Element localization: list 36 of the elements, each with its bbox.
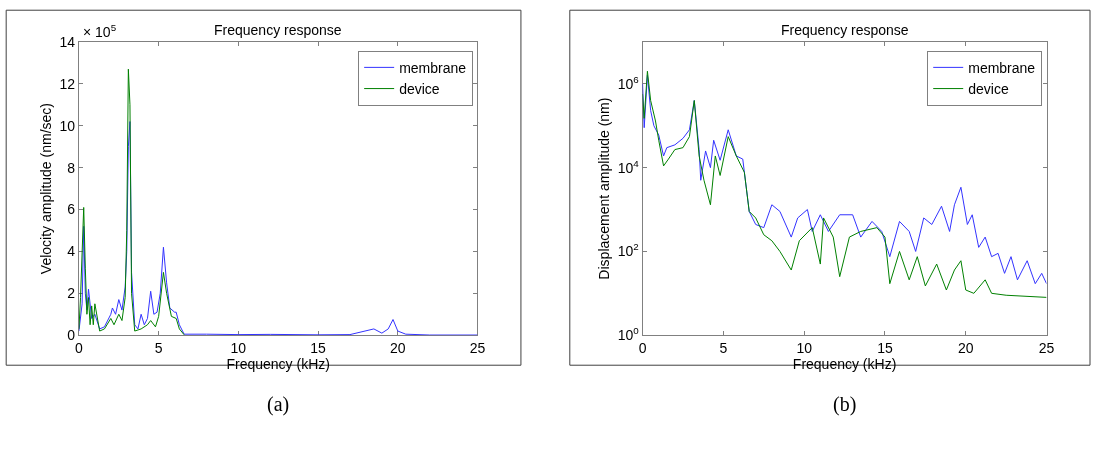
y-tick-label: 10$^{2}$	[617, 241, 639, 260]
chart-title: Frequency response	[781, 22, 909, 38]
y-tick-label: 6	[67, 201, 76, 218]
y-tick-label: 14	[59, 33, 76, 50]
y-tick-label: 10	[59, 117, 76, 134]
x-tick-label: 20	[957, 340, 974, 357]
legend-label: membrane	[968, 59, 1036, 76]
x-tick-label: 10	[230, 340, 247, 357]
legend-label: device	[968, 81, 1009, 98]
x-tick-label: 20	[389, 340, 406, 357]
x-tick-label: 5	[719, 340, 728, 357]
x-tick-label: 25	[1038, 340, 1055, 357]
x-tick-label: 15	[877, 340, 893, 357]
text: (a)	[267, 393, 290, 416]
y-axis-title: Displacement amplitude (nm)	[596, 97, 613, 280]
line-series	[78, 68, 185, 336]
legend-label: membrane	[399, 59, 467, 76]
x-axis-title: Frequency (kHz)	[792, 356, 897, 373]
text: × 10$^{5}$	[83, 22, 117, 40]
y-axis-title: Velocity amplitude (nm/sec)	[38, 103, 55, 275]
x-tick-label: 25	[469, 340, 486, 357]
y-tick-label: 10$^{4}$	[617, 157, 640, 176]
x-tick-label: 10	[796, 340, 813, 357]
chart-title: Frequency response	[214, 22, 342, 38]
x-tick-label: 5	[154, 340, 163, 357]
x-axis-title: Frequency (kHz)	[226, 356, 330, 373]
y-tick-label: 12	[59, 75, 76, 92]
y-tick-label: 4	[67, 243, 76, 260]
y-tick-label: 2	[67, 285, 76, 302]
legend-label: device	[399, 81, 440, 98]
x-tick-label: 15	[310, 340, 327, 357]
y-tick-label: 0	[67, 327, 76, 344]
text: (b)	[833, 393, 857, 416]
y-tick-label: 10$^{0}$	[617, 325, 640, 344]
y-tick-label: 8	[67, 159, 76, 176]
y-tick-label: 10$^{6}$	[617, 73, 640, 92]
